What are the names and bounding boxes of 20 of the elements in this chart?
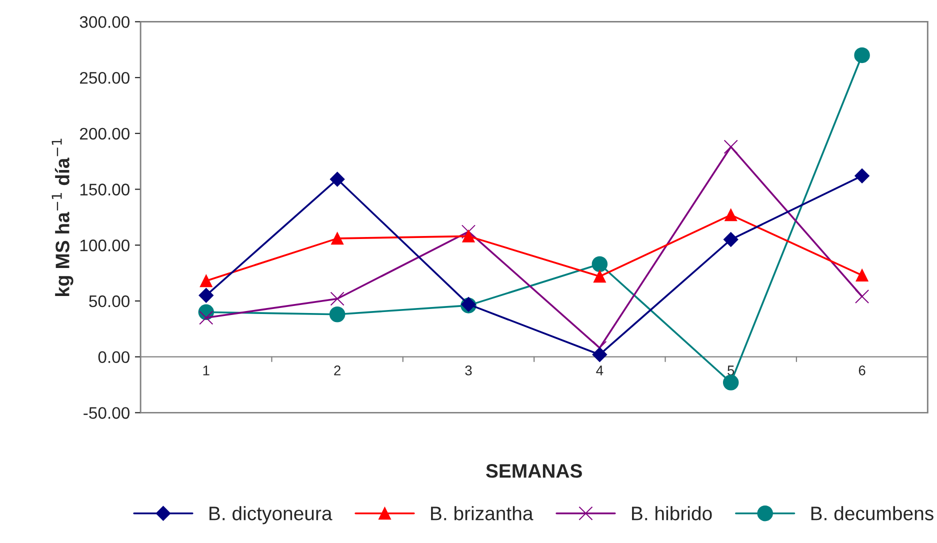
x-tick-label: 4 xyxy=(596,366,604,376)
x-tick-label: 1 xyxy=(203,366,210,376)
y-axis-title: kg MS ha$^{−1}$ día$^{−1}$ xyxy=(52,138,74,296)
x-tick-label: 6 xyxy=(858,366,866,376)
legend-label: B. hibrido xyxy=(632,506,712,520)
y-tick-label: 300.00 xyxy=(80,16,130,28)
y-tick-label: 100.00 xyxy=(80,240,130,252)
y-tick-label: 200.00 xyxy=(80,128,130,140)
y-tick-label: -50.00 xyxy=(84,407,130,419)
legend-label: B. dictyoneura xyxy=(210,506,332,524)
legend-label: B. brizantha xyxy=(431,506,534,520)
x-tick-label: 5 xyxy=(728,366,734,376)
legend-label: B. decumbens xyxy=(811,506,934,520)
y-tick-label: 150.00 xyxy=(80,184,130,196)
x-tick-label: 2 xyxy=(334,366,340,376)
y-tick-label: 50.00 xyxy=(89,295,130,308)
y-tick-label: 250.00 xyxy=(80,72,130,84)
x-axis-title: SEMANAS xyxy=(486,464,582,478)
y-tick-label: 0.00 xyxy=(98,351,130,364)
x-tick-label: 3 xyxy=(465,366,472,376)
